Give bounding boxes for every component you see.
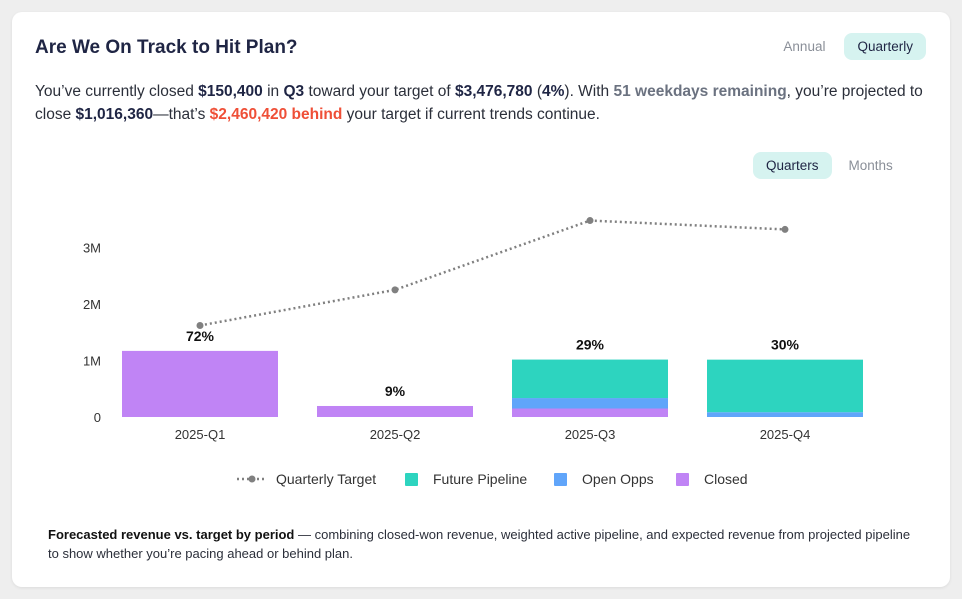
target-line: [199, 219, 786, 327]
footnote-title: Forecasted revenue vs. target by period: [48, 527, 295, 542]
x-tick-label: 2025-Q3: [565, 427, 616, 442]
x-tick-label: 2025-Q1: [175, 427, 226, 442]
legend-label: Future Pipeline: [433, 471, 527, 487]
x-tick-label: 2025-Q4: [760, 427, 811, 442]
y-tick-label: 3M: [83, 241, 101, 256]
bar-percent-label: 29%: [576, 337, 605, 353]
months-toggle-button[interactable]: Months: [848, 158, 893, 173]
bar-percent-label: 9%: [385, 383, 406, 399]
legend-label: Closed: [704, 471, 748, 487]
bar-percent-label: 72%: [186, 328, 215, 344]
target-point: [586, 217, 594, 225]
quarters-toggle-button[interactable]: Quarters: [753, 152, 832, 179]
behind-amount: $2,460,420 behind: [209, 106, 343, 123]
card-title: Are We On Track to Hit Plan?: [35, 37, 298, 58]
bar-closed: [512, 408, 668, 417]
legend-target-marker: [248, 475, 256, 483]
period-toggle: Annual Quarterly: [770, 33, 926, 60]
y-tick-label: 2M: [83, 297, 101, 312]
closed-amount: $150,400: [198, 83, 263, 100]
bar-open-opps: [707, 412, 863, 417]
bar-future-pipeline: [707, 359, 863, 413]
forecast-chart: 0 1M 2M 3M 2025-Q1 2025-Q2 2025-Q3 2025-Q4 72% 9%…: [83, 217, 863, 487]
projected-amount: $1,016,360: [75, 106, 154, 123]
target-point: [781, 225, 789, 233]
legend-swatch: [554, 473, 567, 486]
annual-toggle-button[interactable]: Annual: [783, 39, 826, 54]
weekdays-remaining: 51 weekdays remaining: [613, 83, 787, 100]
legend-label: Quarterly Target: [276, 471, 376, 487]
target-point: [391, 286, 399, 294]
bar-open-opps: [512, 398, 668, 409]
target-point: [196, 321, 204, 329]
bar-closed: [122, 350, 278, 417]
view-toggle: Quarters Months: [753, 152, 906, 179]
summary-text: You’ve currently closed $150,400 in Q3 t…: [35, 83, 923, 123]
y-tick-label: 0: [94, 410, 101, 425]
bar-percent-label: 30%: [771, 337, 800, 353]
percent-to-target: 4%: [542, 83, 565, 100]
legend-swatch: [676, 473, 689, 486]
quarterly-toggle-button[interactable]: Quarterly: [844, 33, 926, 60]
legend-label: Open Opps: [582, 471, 654, 487]
chart-footnote: Forecasted revenue vs. target by period …: [48, 525, 918, 563]
bar-closed: [317, 405, 473, 417]
y-tick-label: 1M: [83, 354, 101, 369]
forecast-card: Are We On Track to Hit Plan? Annual Quar…: [12, 12, 950, 587]
legend-swatch: [405, 473, 418, 486]
footnote-text: — combining closed-won revenue, weighted…: [48, 527, 911, 561]
current-quarter: Q3: [283, 83, 305, 100]
target-amount: $3,476,780: [454, 83, 533, 100]
x-tick-label: 2025-Q2: [370, 427, 421, 442]
bar-future-pipeline: [512, 359, 668, 399]
